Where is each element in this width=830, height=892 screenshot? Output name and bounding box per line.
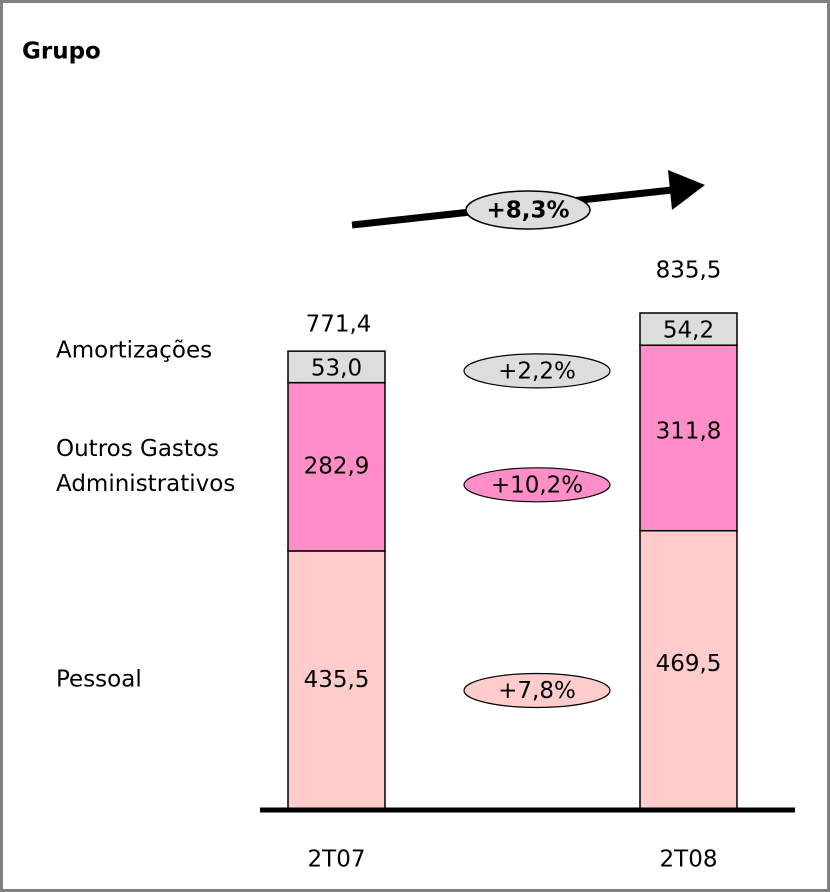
change-label: +7,8% [498, 678, 576, 704]
bar-segment [287, 381, 386, 552]
change-label: +2,2% [498, 358, 576, 384]
legend-label: Amortizações [56, 337, 213, 364]
total-change-label: +8,3% [486, 198, 569, 224]
total-label: 835,5 [656, 258, 722, 284]
value-label: 311,8 [656, 418, 722, 444]
x-tick-label: 2T08 [660, 847, 718, 873]
arrow-head [668, 170, 705, 210]
bar-segment [287, 550, 386, 811]
value-label: 53,0 [311, 355, 362, 381]
value-label: 469,5 [656, 651, 722, 677]
value-label: 282,9 [304, 453, 370, 479]
change-ellipse [463, 467, 611, 503]
value-label: 54,2 [663, 318, 714, 344]
change-ellipse [465, 190, 591, 230]
x-tick-label: 2T07 [308, 847, 366, 873]
bar-segment [639, 344, 738, 532]
value-label: 435,5 [304, 667, 370, 693]
bar-segment [639, 529, 738, 811]
change-ellipse [463, 353, 611, 389]
change-label: +10,2% [491, 472, 583, 498]
legend-label: Pessoal [56, 666, 142, 693]
legend-label: Outros Gastos Administrativos [56, 435, 236, 497]
bar-segment [287, 350, 386, 384]
change-ellipse [463, 672, 611, 709]
total-label: 771,4 [306, 312, 372, 338]
bar-segment [639, 312, 738, 346]
chart-title: Grupo [22, 39, 101, 65]
